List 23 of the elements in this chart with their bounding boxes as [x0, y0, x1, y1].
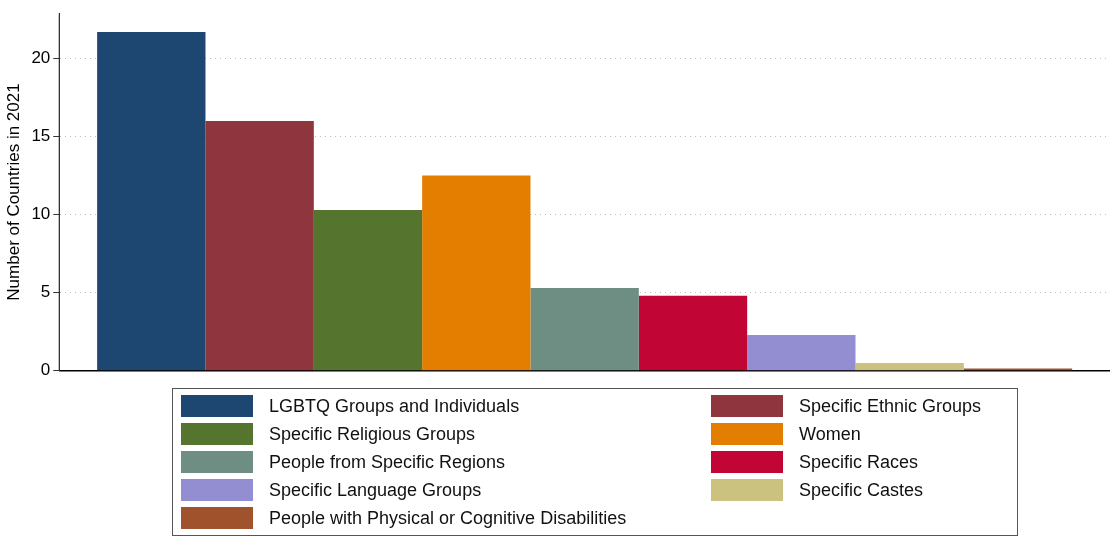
y-axis-title: Number of Countries in 2021	[3, 83, 23, 301]
bar	[638, 295, 748, 371]
legend-label: Specific Ethnic Groups	[799, 395, 982, 417]
legend-label: People from Specific Regions	[269, 451, 506, 473]
legend-label: Women	[799, 423, 861, 445]
bar	[205, 120, 314, 371]
legend-label: Specific Religious Groups	[269, 423, 476, 445]
legend-label: Specific Language Groups	[269, 479, 482, 501]
bar	[530, 288, 639, 371]
bar	[97, 31, 206, 371]
bar	[855, 362, 964, 371]
legend-label: LGBTQ Groups and Individuals	[269, 395, 520, 417]
y-tick-label: 15	[31, 126, 51, 146]
bar	[422, 175, 531, 371]
legend-label: People with Physical or Cognitive Disabilities	[269, 507, 627, 529]
y-tick-label: 5	[40, 282, 51, 302]
bar	[747, 334, 856, 371]
legend-label: Specific Races	[799, 451, 919, 473]
legend-label: Specific Castes	[799, 479, 924, 501]
y-tick-label: 20	[31, 48, 51, 68]
y-tick-label: 10	[31, 204, 51, 224]
bar	[313, 209, 423, 371]
y-tick-label: 0	[40, 360, 51, 380]
